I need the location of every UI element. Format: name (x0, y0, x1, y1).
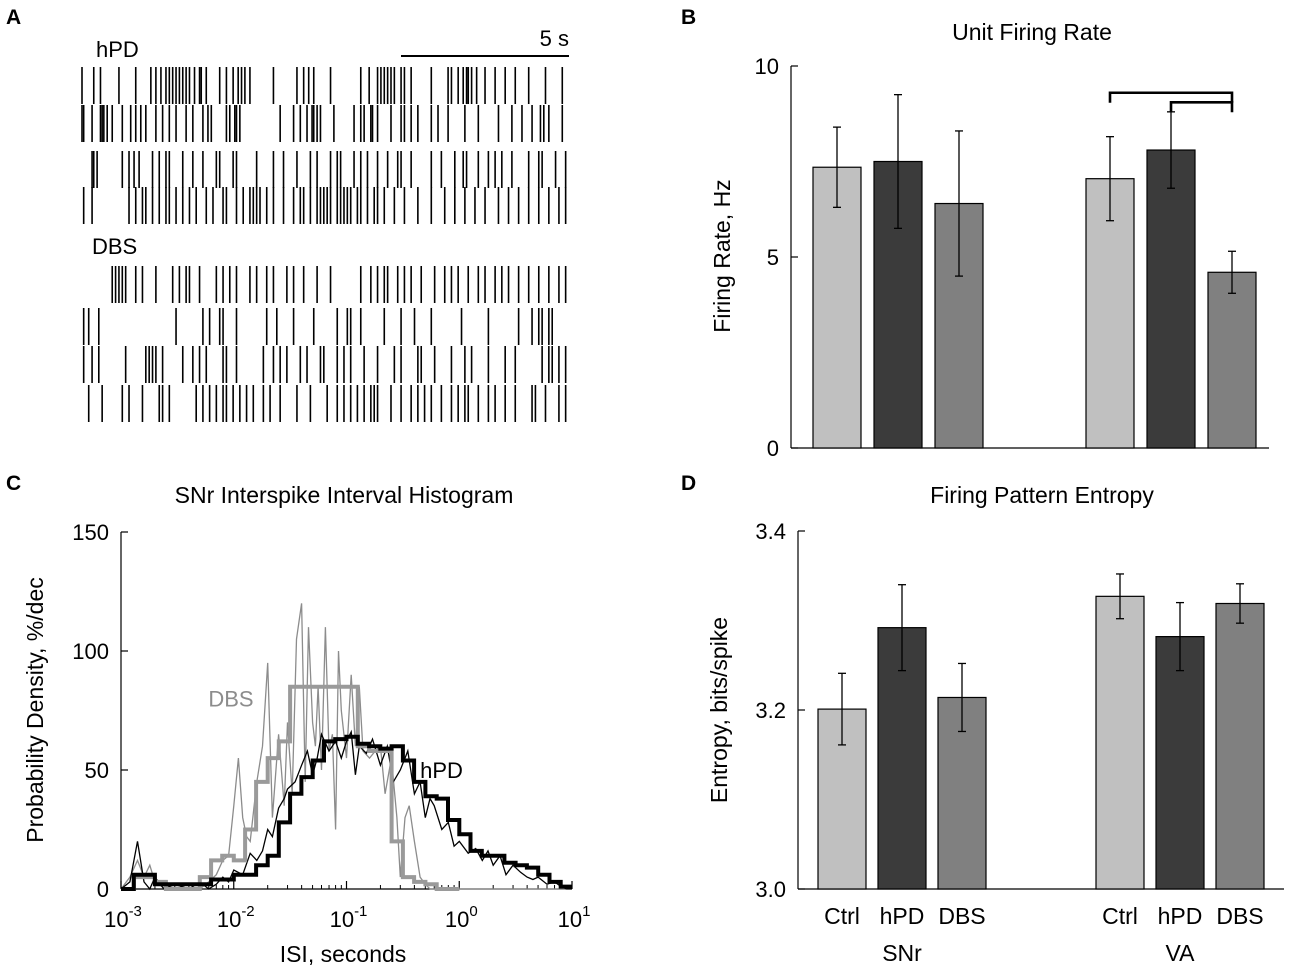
y-tick-label: 10 (755, 54, 779, 79)
series-line-dbs (120, 603, 567, 890)
panel-a-letter: A (6, 6, 21, 29)
chart-b-bars (812, 91, 1257, 449)
y-tick-label: 100 (72, 639, 109, 664)
panel-c-letter: C (6, 472, 21, 495)
y-tick-label: 3.4 (755, 519, 786, 544)
x-tick-label-snr-ctrl: Ctrl (824, 903, 860, 929)
chart-c-ylabel: Probability Density, %/dec (22, 577, 48, 842)
x-tick-base: 10 (217, 907, 241, 932)
x-tick-base: 10 (558, 907, 582, 932)
x-tick-label: 100 (445, 903, 478, 932)
chart-b-title: Unit Firing Rate (952, 19, 1112, 45)
x-tick-label-va-ctrl: Ctrl (1102, 903, 1138, 929)
bar-va-dbs (1215, 602, 1265, 890)
panel-d: D Firing Pattern Entropy Entropy, bits/s… (681, 472, 1284, 966)
chart-c-lines (120, 603, 572, 891)
chart-b-ylabel: Firing Rate, Hz (709, 179, 735, 332)
x-tick-exponent: -3 (129, 903, 142, 920)
x-tick-label: 10-3 (104, 903, 142, 932)
x-tick-label: 10-2 (217, 903, 255, 932)
significance-bracket-1 (1108, 91, 1234, 103)
y-tick-label: 5 (767, 245, 779, 270)
x-tick-exponent: -1 (354, 903, 367, 920)
chart-c-xlabel: ISI, seconds (280, 941, 407, 967)
raster-group-label-dbs: DBS (92, 234, 137, 259)
panel-b: B Unit Firing Rate Firing Rate, Hz 0 5 10 (681, 6, 1269, 461)
x-tick-base: 10 (104, 907, 128, 932)
x-tick-exponent: -2 (241, 903, 254, 920)
annotation-dbs: DBS (208, 687, 253, 712)
raster-scalebar-label: 5 s (540, 26, 569, 51)
bar-va-hpd (1155, 636, 1205, 890)
y-tick-label: 150 (72, 520, 109, 545)
annotation-hpd: hPD (420, 758, 463, 783)
bar-snr-ctrl (812, 166, 862, 449)
bar-va-dbs (1207, 271, 1257, 449)
series-line-hpd (120, 729, 568, 891)
panel-c: C SNr Interspike Interval Histogram Prob… (6, 472, 590, 967)
chart-d-bars (817, 573, 1265, 890)
x-tick-label-snr-hpd: hPD (880, 903, 925, 929)
x-tick-label: 101 (558, 903, 591, 932)
x-tick-label-va-dbs: DBS (1216, 903, 1263, 929)
group-label-snr: SNr (882, 940, 922, 966)
raster-spikes (81, 67, 567, 422)
chart-c-title: SNr Interspike Interval Histogram (175, 482, 514, 508)
x-tick-base: 10 (330, 907, 354, 932)
bar-va-hpd (1146, 149, 1196, 449)
significance-bracket-2 (1169, 100, 1234, 113)
y-tick-label: 50 (85, 758, 109, 783)
x-tick-exponent: 0 (469, 903, 477, 920)
panel-a: A 5 s hPD DBS (6, 6, 569, 422)
chart-b-ticks: 0 5 10 (755, 54, 1233, 461)
series-step-hpd-binned (121, 734, 572, 891)
bar-va-ctrl (1095, 595, 1145, 890)
x-tick-label-snr-dbs: DBS (938, 903, 985, 929)
y-tick-label: 0 (767, 436, 779, 461)
y-tick-label: 0 (97, 877, 109, 902)
x-tick-label: 10-1 (330, 903, 368, 932)
y-tick-label: 3.0 (755, 877, 786, 902)
raster-group-label-hpd: hPD (96, 37, 139, 62)
group-label-va: VA (1166, 940, 1196, 966)
panel-b-letter: B (681, 6, 696, 29)
series-step-dbs-binned (121, 684, 460, 891)
x-tick-exponent: 1 (582, 903, 590, 920)
chart-d-title: Firing Pattern Entropy (930, 482, 1154, 508)
x-tick-base: 10 (445, 907, 469, 932)
panel-d-letter: D (681, 472, 696, 495)
chart-d-ylabel: Entropy, bits/spike (706, 617, 732, 803)
y-tick-label: 3.2 (755, 698, 786, 723)
x-tick-label-va-hpd: hPD (1158, 903, 1203, 929)
